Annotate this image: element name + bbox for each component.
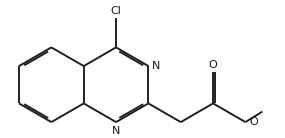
Text: Cl: Cl — [111, 6, 121, 16]
Text: N: N — [112, 126, 120, 136]
Text: O: O — [249, 117, 258, 127]
Text: N: N — [152, 61, 160, 71]
Text: O: O — [209, 60, 217, 70]
